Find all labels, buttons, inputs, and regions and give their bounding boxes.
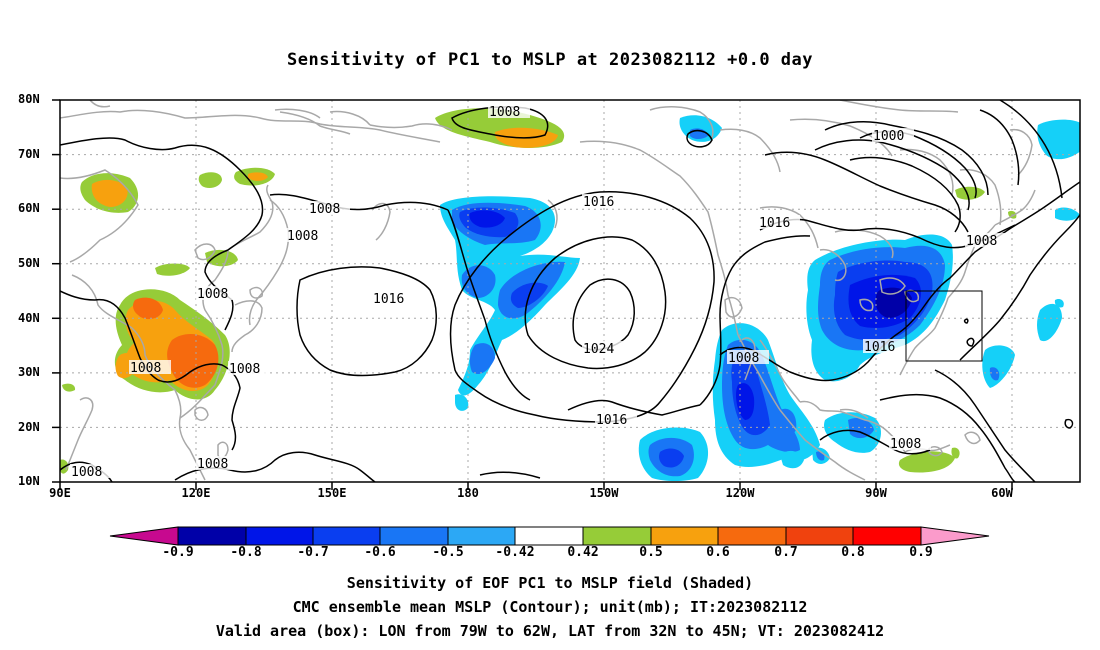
contour-label: 1016 [864, 340, 895, 355]
colorbar-swatch [245, 526, 314, 546]
colorbar-low-arrow [109, 526, 179, 546]
lon-tick-label: 120W [725, 486, 755, 500]
lon-tick-label: 120E [181, 486, 211, 500]
shading-layer [60, 108, 1080, 481]
positive-region-china-max [167, 333, 219, 388]
caption-contour: CMC ensemble mean MSLP (Contour); unit(m… [292, 598, 808, 616]
contour-label: 1000 [873, 129, 904, 144]
contour-label: 1016 [596, 413, 627, 428]
contour-label: 1016 [759, 216, 790, 231]
colorbar-label: 0.8 [841, 545, 865, 560]
colorbar-swatch [447, 526, 516, 546]
colorbar-label: 0.5 [639, 545, 663, 560]
lat-tick-label: 60N [18, 201, 40, 215]
contour-label: 1016 [583, 195, 614, 210]
colorbar-high-arrow [920, 526, 990, 546]
contour-label: 1008 [229, 362, 260, 377]
lat-tick-label: 80N [18, 92, 40, 106]
contour-label-layer: 1008 1000 1016 1016 1008 1008 1008 1016 … [129, 104, 1007, 472]
lon-tick-label: 90W [865, 486, 887, 500]
lon-tick-label: 60W [991, 486, 1013, 500]
contour-label: 1008 [966, 234, 997, 249]
contour-label: 1008 [287, 229, 318, 244]
axis-ticks [52, 99, 1013, 490]
colorbar-label: 0.6 [706, 545, 730, 560]
contour-label: 1008 [728, 351, 759, 366]
colorbar-swatch [177, 526, 247, 546]
lat-tick-label: 50N [18, 256, 40, 270]
map-title: Sensitivity of PC1 to MSLP at 2023082112… [286, 50, 813, 70]
colorbar-label: -0.5 [432, 545, 464, 560]
contour-label: 1008 [309, 202, 340, 217]
colorbar-label: -0.6 [364, 545, 396, 560]
colorbar-label: 0.9 [909, 545, 933, 560]
colorbar-label: -0.42 [495, 545, 535, 560]
contour-label: 1008 [197, 457, 228, 472]
contour-label: 1008 [489, 105, 520, 120]
colorbar-swatch [582, 526, 652, 546]
contour-label: 1024 [583, 342, 614, 357]
colorbar-label: -0.7 [297, 545, 329, 560]
contour-label: 1008 [890, 437, 921, 452]
colorbar-swatch [514, 526, 584, 546]
colorbar-label: -0.9 [162, 545, 194, 560]
colorbar-label: 0.7 [774, 545, 798, 560]
lat-tick-label: 30N [18, 365, 40, 379]
colorbar-swatch [785, 526, 854, 546]
colorbar [109, 526, 990, 546]
colorbar-swatch [717, 526, 787, 546]
colorbar-label: 0.42 [567, 545, 599, 560]
colorbar-swatch [852, 526, 922, 546]
contour-label: 1016 [373, 292, 404, 307]
lon-tick-label: 150W [589, 486, 619, 500]
caption-valid-area: Valid area (box): LON from 79W to 62W, L… [215, 622, 885, 640]
contour-label: 1008 [130, 361, 161, 376]
lat-tick-label: 70N [18, 147, 40, 161]
lat-tick-label: 10N [18, 474, 40, 488]
map-frame [59, 99, 1081, 483]
colorbar-label: -0.8 [230, 545, 262, 560]
coastline-layer [60, 100, 1036, 481]
contour-label: 1008 [197, 287, 228, 302]
positive-region-caribbean [898, 451, 955, 473]
caption-shading: Sensitivity of EOF PC1 to MSLP field (Sh… [346, 574, 754, 592]
lon-tick-label: 180 [457, 486, 479, 500]
valid-area-box [905, 290, 983, 362]
colorbar-swatch [650, 526, 719, 546]
contour-label: 1008 [71, 465, 102, 480]
colorbar-swatch [379, 526, 449, 546]
lat-tick-label: 20N [18, 420, 40, 434]
lon-tick-label: 150E [317, 486, 347, 500]
colorbar-swatch [312, 526, 381, 546]
lon-tick-label: 90E [49, 486, 71, 500]
lat-tick-label: 40N [18, 311, 40, 325]
